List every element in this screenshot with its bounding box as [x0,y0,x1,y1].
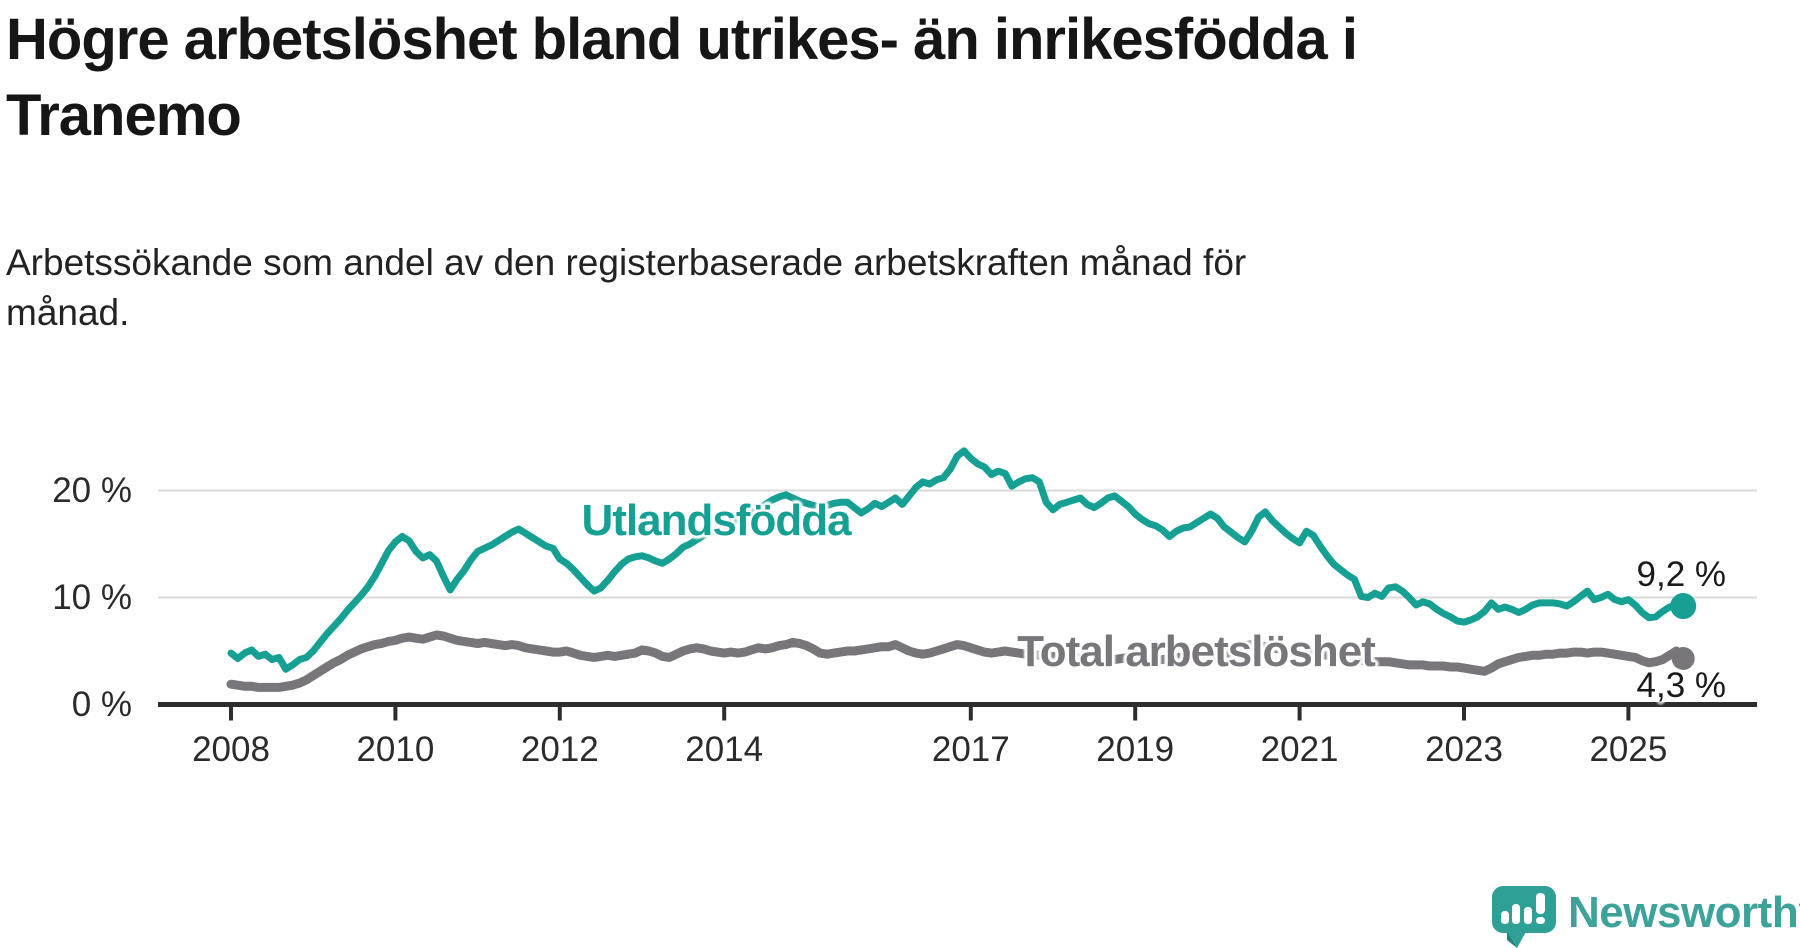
series-end-value: 4,3 % [1636,666,1727,705]
x-tick-label: 2017 [931,730,1010,769]
series-label: Utlandsfödda [581,496,851,545]
series-line [226,630,1688,692]
series-label: Total arbetslöshet [1017,627,1376,676]
x-tick-label: 2021 [1260,730,1339,769]
x-tick-label: 2014 [685,730,764,769]
y-tick-label: 0 % [71,684,132,724]
series-line [227,447,1687,673]
page-title: Högre arbetslöshet bland utrikes- än inr… [6,2,1706,154]
x-tick-label: 2023 [1425,730,1503,769]
page-title-line1: Högre arbetslöshet bland utrikes- än inr… [6,7,1358,72]
y-tick-label: 10 % [52,577,132,617]
page-subtitle-line1: Arbetssökande som andel av den registerb… [6,242,1247,283]
x-tick-label: 2025 [1589,730,1668,769]
y-tick-label: 20 % [52,470,132,510]
x-tick-label: 2019 [1096,730,1175,769]
page-subtitle-line2: månad. [6,292,130,333]
page-subtitle: Arbetssökande som andel av den registerb… [6,238,1406,338]
newsworthy-speech-bubble-barchart-icon [1492,886,1556,948]
series-end-dot [1670,593,1697,620]
page-title-line2: Tranemo [6,83,242,148]
series-end-value: 9,2 % [1636,555,1727,594]
x-tick-label: 2010 [356,730,435,769]
x-tick-label: 2012 [520,730,599,769]
newsworthy-brand-text: Newsworthy [1568,888,1800,937]
newsworthy-logo-link[interactable]: Newsworthy [1491,886,1800,948]
x-tick-label: 2008 [192,730,270,769]
